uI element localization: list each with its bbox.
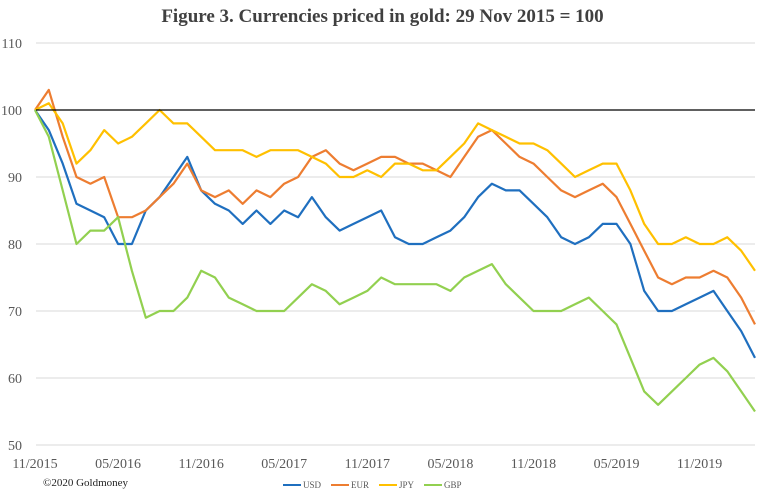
y-tick-label: 110	[2, 37, 22, 52]
x-tick-label: 11/2018	[511, 457, 556, 472]
legend-swatch	[331, 484, 350, 486]
legend-label: USD	[303, 480, 322, 490]
legend: USD EUR JPY GBP	[283, 480, 462, 490]
series-line-eur	[34, 88, 756, 325]
legend-item-gbp: GBP	[424, 480, 462, 490]
legend-swatch	[283, 484, 301, 486]
y-tick-label: 80	[8, 238, 22, 253]
x-tick-label: 05/2019	[594, 457, 640, 472]
legend-label: JPY	[399, 480, 415, 490]
copyright: ©2020 Goldmoney	[43, 477, 129, 489]
legend-label: EUR	[351, 480, 370, 490]
legend-swatch	[424, 484, 443, 486]
y-tick-label: 70	[8, 305, 22, 320]
y-tick-label: 60	[8, 372, 22, 387]
x-tick-label: 11/2017	[345, 457, 390, 472]
chart-title: Figure 3. Currencies priced in gold: 29 …	[161, 6, 604, 27]
series-line-gbp	[34, 109, 756, 413]
y-tick-label: 90	[8, 171, 22, 186]
x-tick-label: 05/2018	[427, 457, 473, 472]
series-line-jpy	[34, 102, 756, 272]
series-line-usd	[34, 109, 756, 359]
y-tick-label: 50	[8, 439, 22, 454]
x-tick-label: 11/2019	[677, 457, 722, 472]
legend-label: GBP	[444, 480, 462, 490]
legend-item-eur: EUR	[331, 480, 369, 490]
x-tick-label: 11/2015	[12, 457, 57, 472]
legend-item-jpy: JPY	[379, 480, 414, 490]
x-tick-label: 05/2016	[95, 457, 141, 472]
x-tick-label: 05/2017	[261, 457, 307, 472]
legend-swatch	[379, 484, 398, 486]
legend-item-usd: USD	[283, 480, 321, 490]
x-tick-label: 11/2016	[178, 457, 223, 472]
y-tick-label: 100	[1, 104, 22, 119]
